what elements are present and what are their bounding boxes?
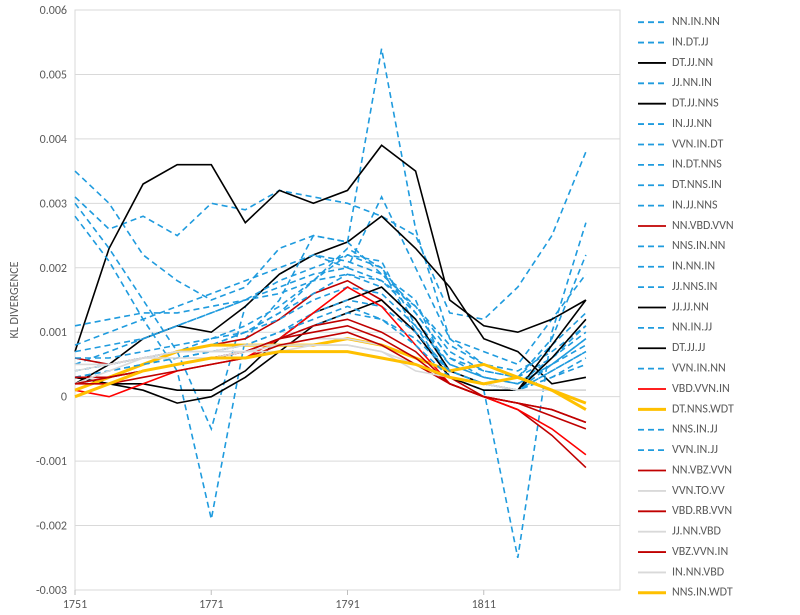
y-tick-label: 0 [61, 391, 67, 405]
legend-label: NNS.IN.JJ [672, 423, 718, 437]
legend-label: VBD.RB.VVN [672, 504, 732, 518]
y-tick-label: 0.004 [40, 133, 67, 147]
x-tick-label: 1811 [472, 598, 496, 612]
legend-label: DT.JJ.NNS [672, 97, 719, 111]
legend-label: NN.IN.JJ [672, 321, 712, 335]
legend-label: NNS.IN.WDT [672, 586, 733, 600]
legend-label: NN.VBZ.VVN [672, 463, 732, 477]
y-axis-title: KL DIVERGENCE [8, 261, 22, 338]
legend-label: NNS.IN.NN [672, 239, 725, 253]
chart-container: -0.003 -0.002 -0.001 0 0.001 0.002 0.003 0.004 0… [0, 0, 800, 615]
x-tick-label: 1751 [63, 598, 87, 612]
legend-label: VVN.TO.VV [672, 484, 725, 498]
x-tick-label: 1791 [335, 598, 359, 612]
legend-label: VBZ.VVN.IN [672, 545, 728, 559]
y-tick-label: 0.002 [40, 262, 67, 276]
x-tick-label: 1771 [199, 598, 223, 612]
y-tick-label: -0.002 [36, 520, 67, 534]
legend-label: DT.NNS.WDT [672, 402, 734, 416]
legend-label: IN.JJ.NN [672, 117, 712, 131]
legend-label: NN.IN.NN [672, 15, 720, 29]
legend-label: IN.DT.JJ [672, 35, 709, 49]
legend-label: DT.JJ.JJ [672, 341, 706, 355]
legend-label: IN.NN.IN [672, 260, 715, 274]
legend-label: JJ.NN.VBD [672, 525, 721, 539]
legend-label: DT.JJ.NN [672, 56, 713, 70]
legend-label: JJ.JJ.NN [672, 300, 709, 314]
y-tick-label: -0.001 [36, 455, 67, 469]
legend-label: IN.DT.NNS [672, 158, 722, 172]
legend-label: IN.NN.VBD [672, 565, 724, 579]
legend-label: VVN.IN.DT [672, 137, 723, 151]
y-tick-label: 0.001 [40, 326, 67, 340]
legend-label: VVN.IN.NN [672, 361, 726, 375]
legend-label: JJ.NN.IN [672, 76, 712, 90]
y-tick-label: 0.003 [40, 197, 67, 211]
legend-label: JJ.NNS.IN [672, 280, 717, 294]
y-tick-label: -0.003 [36, 584, 67, 598]
legend-label: IN.JJ.NNS [672, 198, 718, 212]
legend-label: DT.NNS.IN [672, 178, 722, 192]
legend-label: VBD.VVN.IN [672, 382, 730, 396]
y-tick-label: 0.006 [40, 4, 67, 18]
y-tick-label: 0.005 [40, 68, 67, 82]
legend-label: VVN.IN.JJ [672, 443, 718, 457]
legend-label: NN.VBD.VVN [672, 219, 734, 233]
kl-divergence-chart: -0.003 -0.002 -0.001 0 0.001 0.002 0.003 0.004 0… [0, 0, 800, 615]
